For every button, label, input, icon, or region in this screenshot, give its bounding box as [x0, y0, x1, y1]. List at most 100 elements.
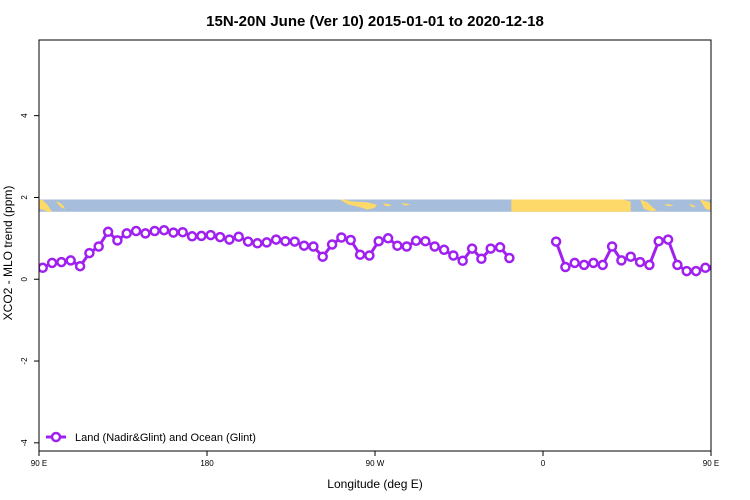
x-tick-label: 90 E	[703, 459, 719, 468]
data-point	[597, 259, 608, 271]
data-point	[606, 241, 618, 252]
data-point	[504, 252, 515, 264]
data-point	[112, 235, 123, 246]
data-point	[672, 259, 683, 271]
data-point	[168, 227, 179, 238]
legend-marker	[50, 431, 62, 443]
x-tick-label: 180	[200, 459, 214, 468]
data-point	[681, 265, 692, 277]
data-point	[289, 236, 300, 247]
data-point	[653, 235, 664, 247]
data-point	[700, 262, 711, 274]
data-point	[438, 244, 450, 256]
data-point	[720, 259, 728, 267]
y-tick-label: 4	[20, 113, 29, 118]
data-point	[739, 256, 747, 264]
data-point	[476, 253, 487, 265]
data-point	[84, 247, 95, 259]
map-land-patch	[726, 200, 734, 203]
data-point	[494, 242, 506, 253]
y-axis-label: XCO2 - MLO trend (ppm)	[1, 186, 15, 321]
data-point	[457, 255, 468, 267]
legend-label: Land (Nadir&Glint) and Ocean (Glint)	[75, 432, 256, 444]
data-point	[149, 225, 160, 237]
x-axis-label: Longitude (deg E)	[327, 477, 422, 491]
data-point	[93, 241, 104, 252]
data-point	[429, 241, 440, 252]
data-point	[588, 257, 599, 269]
data-point	[308, 241, 319, 252]
data-point	[270, 234, 282, 245]
data-point	[578, 259, 590, 271]
legend: Land (Nadir&Glint) and Ocean (Glint)	[46, 431, 256, 444]
data-point	[569, 257, 580, 269]
data-point	[625, 251, 636, 262]
data-point	[158, 224, 170, 236]
data-point	[616, 255, 627, 266]
data-point	[729, 259, 737, 267]
data-point	[326, 239, 338, 250]
data-point	[392, 240, 403, 251]
data-point	[177, 226, 188, 238]
data-point	[252, 238, 263, 249]
data-point	[65, 255, 76, 266]
data-point	[662, 234, 674, 245]
data-point	[317, 251, 328, 262]
data-point	[401, 241, 412, 252]
map-land-patch	[39, 199, 53, 212]
y-tick-label: 2	[20, 195, 29, 200]
x-tick-label: 90 E	[31, 459, 47, 468]
x-tick-label: 0	[541, 459, 546, 468]
data-point	[242, 236, 254, 247]
data-point	[196, 230, 207, 242]
data-point	[345, 234, 356, 246]
data-point	[102, 226, 114, 238]
data-point	[224, 234, 235, 245]
data-point	[709, 264, 711, 272]
y-tick-label: -2	[20, 357, 29, 365]
data-point	[466, 243, 478, 254]
data-point	[261, 237, 272, 248]
data-point	[690, 265, 702, 277]
data-point	[186, 231, 198, 242]
map-land-patch	[664, 204, 674, 207]
plot-area: 90 E 180 90 W 0 90 E -4 -2 0 2 4	[20, 39, 747, 468]
data-point	[550, 236, 562, 247]
map-land-patch	[688, 204, 697, 208]
y-tick-label: 0	[20, 276, 29, 281]
x-tick-label: 90 W	[366, 459, 385, 468]
data-point	[410, 235, 422, 247]
data-point	[233, 231, 244, 242]
data-point	[485, 243, 496, 254]
data-point	[280, 235, 291, 247]
data-point	[121, 228, 132, 239]
y-tick-label: -4	[20, 439, 29, 447]
data-point	[140, 228, 151, 239]
data-point	[354, 249, 366, 260]
map-land-patch	[401, 203, 411, 206]
data-point	[298, 240, 310, 251]
chart-title: 15N-20N June (Ver 10) 2015-01-01 to 2020…	[206, 13, 544, 30]
map-land-patch	[640, 199, 657, 212]
data-point	[46, 257, 58, 269]
data-point	[336, 232, 347, 243]
data-point	[56, 256, 67, 268]
map-land-patch	[511, 199, 631, 212]
map-land-patch	[699, 199, 711, 211]
data-point	[382, 233, 394, 244]
data-point	[205, 229, 216, 241]
map-land-patch	[55, 201, 66, 209]
data-point	[420, 235, 431, 247]
map-land-patch	[339, 199, 377, 210]
map-land-patch	[382, 203, 392, 207]
data-point	[364, 250, 375, 261]
data-point	[644, 259, 655, 271]
data-point	[373, 235, 384, 247]
data-point	[74, 260, 86, 272]
data-point	[448, 250, 459, 261]
data-point	[214, 231, 226, 243]
data-point	[560, 261, 571, 273]
data-point	[130, 225, 142, 237]
